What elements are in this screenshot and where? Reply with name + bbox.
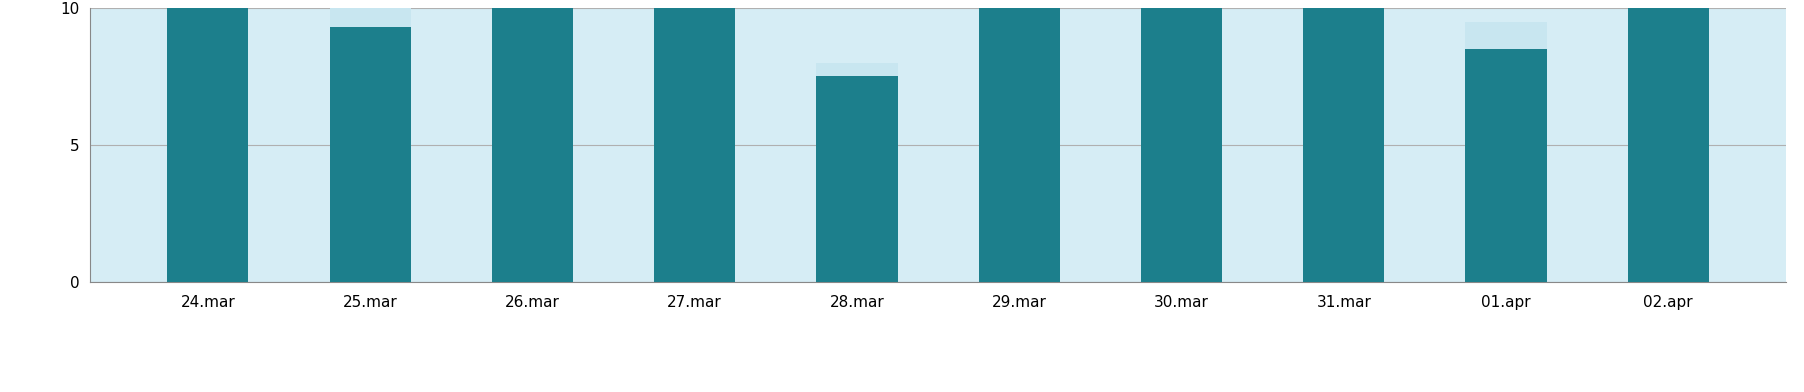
- Bar: [168, 8, 249, 282]
- Bar: [817, 76, 898, 282]
- Bar: [817, 63, 898, 76]
- Bar: [492, 8, 574, 282]
- Bar: [330, 27, 411, 282]
- Bar: [1465, 49, 1546, 282]
- Bar: [1465, 22, 1546, 49]
- Bar: [1627, 8, 1708, 282]
- Bar: [1140, 8, 1221, 282]
- Bar: [978, 8, 1059, 282]
- Bar: [1302, 8, 1384, 282]
- Bar: [655, 8, 736, 282]
- Bar: [330, 8, 411, 27]
